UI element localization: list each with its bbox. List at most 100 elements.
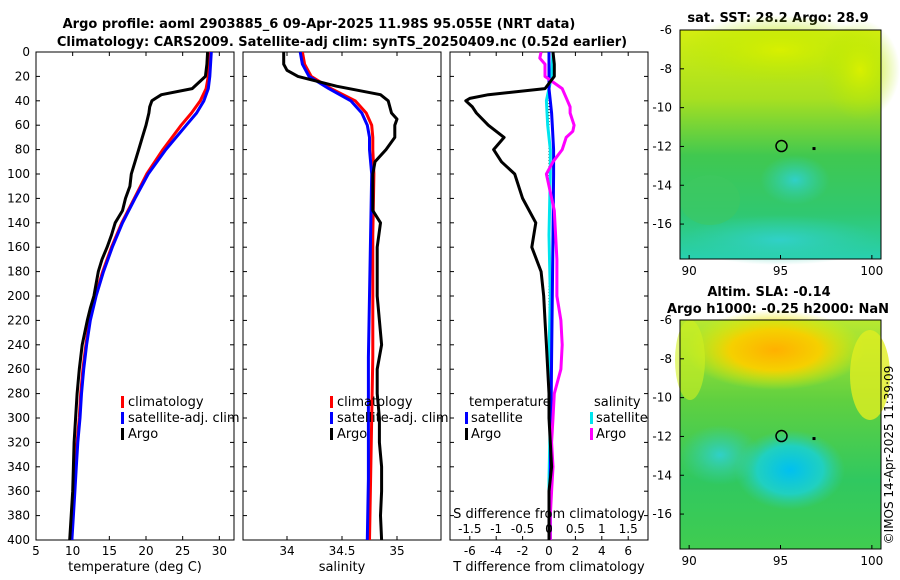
map-y-tick-label: -14 (652, 468, 672, 482)
series-line (300, 52, 376, 540)
map-y-tick-label: -14 (652, 178, 672, 192)
difference-ticks: -6 -4 -2 0 2 4 6 (450, 51, 648, 558)
legend-swatch-satellite (121, 412, 124, 424)
salinity-panel: 34 34.5 35 salinity climatology satellite-… (242, 51, 449, 575)
x-tick-label: 6 (624, 544, 632, 558)
map-y-tick-label: -16 (652, 217, 672, 231)
s-tick-label: 0.5 (566, 522, 585, 536)
y-tick-label: 40 (15, 94, 30, 108)
sla-map-image (675, 310, 890, 549)
x-tick-label: -2 (517, 544, 529, 558)
difference-legend: temperature satellite Argo salinity sate… (465, 395, 648, 442)
series-line (70, 52, 213, 540)
map-y-tick-label: -8 (660, 62, 672, 76)
salinity-legend: climatology satellite-adj. clim Argo (330, 395, 449, 442)
sla-map-ticks: 90 95 100 -6 -8 -10 -12 -14 -16 (652, 313, 883, 568)
difference-panel: -6 -4 -2 0 2 4 6 T difference from climatology… (449, 51, 649, 575)
map-y-tick-label: -12 (652, 139, 672, 153)
salinity-ticks: 34 34.5 35 (243, 51, 441, 558)
argo-location-dot (812, 147, 816, 151)
y-tick-label: 160 (7, 240, 30, 254)
temperature-xlabel: temperature (deg C) (68, 560, 202, 575)
s-tick-label: 0 (545, 522, 553, 536)
map-y-tick-label: -16 (652, 507, 672, 521)
sst-map-ticks: 90 95 100 -6 -8 -10 -12 -14 -16 (652, 23, 883, 278)
x-tick-label: 0 (545, 544, 553, 558)
legend-swatch-argo (121, 428, 124, 440)
legend-swatch-s-argo (590, 428, 593, 440)
series-line (298, 52, 374, 540)
salinity-axes-frame (242, 51, 442, 541)
y-tick-label: 400 (7, 533, 30, 547)
x-tick-label: 25 (175, 544, 190, 558)
difference-lines (464, 52, 576, 540)
map-y-tick-label: -6 (660, 23, 672, 37)
y-tick-label: 200 (7, 289, 30, 303)
s-tick-label: -0.5 (511, 522, 534, 536)
legend-t-satellite: satellite (471, 411, 523, 426)
legend-swatch-s-satellite (590, 412, 593, 424)
y-tick-label: 320 (7, 435, 30, 449)
x-tick-label: 34 (279, 544, 294, 558)
legend-temperature-title: temperature (469, 395, 551, 410)
legend-swatch-t-argo (465, 428, 468, 440)
series-line (464, 52, 556, 540)
figure-title-line1: Argo profile: aoml 2903885_6 09-Apr-2025… (63, 17, 576, 32)
y-tick-label: 300 (7, 411, 30, 425)
legend-salinity-title: salinity (594, 395, 641, 410)
x-tick-label: 2 (572, 544, 580, 558)
map-y-tick-label: -10 (652, 391, 672, 405)
temperature-lines (68, 52, 213, 540)
temperature-legend-argo: Argo (128, 427, 158, 442)
s-difference-label: S difference from climatology (453, 507, 645, 522)
s-tick-label: 1 (598, 522, 606, 536)
y-tick-label: 100 (7, 167, 30, 181)
series-line (282, 52, 399, 540)
x-tick-label: 20 (138, 544, 153, 558)
copyright-timestamp: ©IMOS 14-Apr-2025 11:39:09 (882, 366, 896, 545)
legend-s-argo: Argo (596, 427, 626, 442)
map-x-tick-label: 95 (773, 554, 788, 568)
sst-map-panel: sat. SST: 28.2 Argo: 28.9 9095100-6-8-10… (652, 11, 900, 278)
legend-t-argo: Argo (471, 427, 501, 442)
temperature-legend-satellite: satellite-adj. clim (128, 411, 240, 426)
salinity-legend-satellite: satellite-adj. clim (337, 411, 449, 426)
map-x-tick-label: 100 (860, 554, 883, 568)
series-line (68, 52, 210, 540)
legend-s-satellite: satellite (596, 411, 648, 426)
series-line (538, 52, 576, 540)
temperature-panel: 0 20 40 60 80 100 120 140 160 180 200 220 240 260 280 3… (7, 45, 240, 575)
map-y-tick-label: -10 (652, 101, 672, 115)
y-tick-label: 180 (7, 265, 30, 279)
y-tick-label: 80 (15, 143, 30, 157)
x-tick-label: 5 (32, 544, 40, 558)
y-tick-label: 360 (7, 484, 30, 498)
salinity-xlabel: salinity (319, 560, 366, 575)
y-tick-label: 220 (7, 313, 30, 327)
legend-swatch-t-satellite (465, 412, 468, 424)
sla-map-panel: Altim. SLA: -0.14 Argo h1000: -0.25 h200… (652, 285, 890, 568)
y-tick-label: 260 (7, 362, 30, 376)
salinity-legend-argo: Argo (337, 427, 367, 442)
legend-swatch-satellite (330, 412, 333, 424)
y-tick-label: 280 (7, 387, 30, 401)
map-y-tick-label: -12 (652, 429, 672, 443)
argo-location-marker (775, 429, 788, 443)
x-tick-label: 34.5 (329, 544, 356, 558)
y-tick-label: 60 (15, 118, 30, 132)
map-x-tick-label: 90 (681, 554, 696, 568)
y-tick-label: 380 (7, 509, 30, 523)
legend-swatch-argo (330, 428, 333, 440)
salinity-lines (282, 52, 399, 540)
argo-location-marker (775, 139, 788, 153)
series-line (69, 52, 211, 540)
temperature-legend: climatology satellite-adj. clim Argo (121, 395, 240, 442)
map-y-tick-label: -8 (660, 352, 672, 366)
x-tick-label: 15 (102, 544, 117, 558)
argo-location-dot (812, 437, 816, 441)
map-y-tick-label: -6 (660, 313, 672, 327)
legend-swatch-climatology (330, 396, 333, 408)
x-tick-label: 10 (65, 544, 80, 558)
s-difference-tick-labels: -1.5 -1 -0.5 0 0.5 1 1.5 (458, 522, 638, 536)
